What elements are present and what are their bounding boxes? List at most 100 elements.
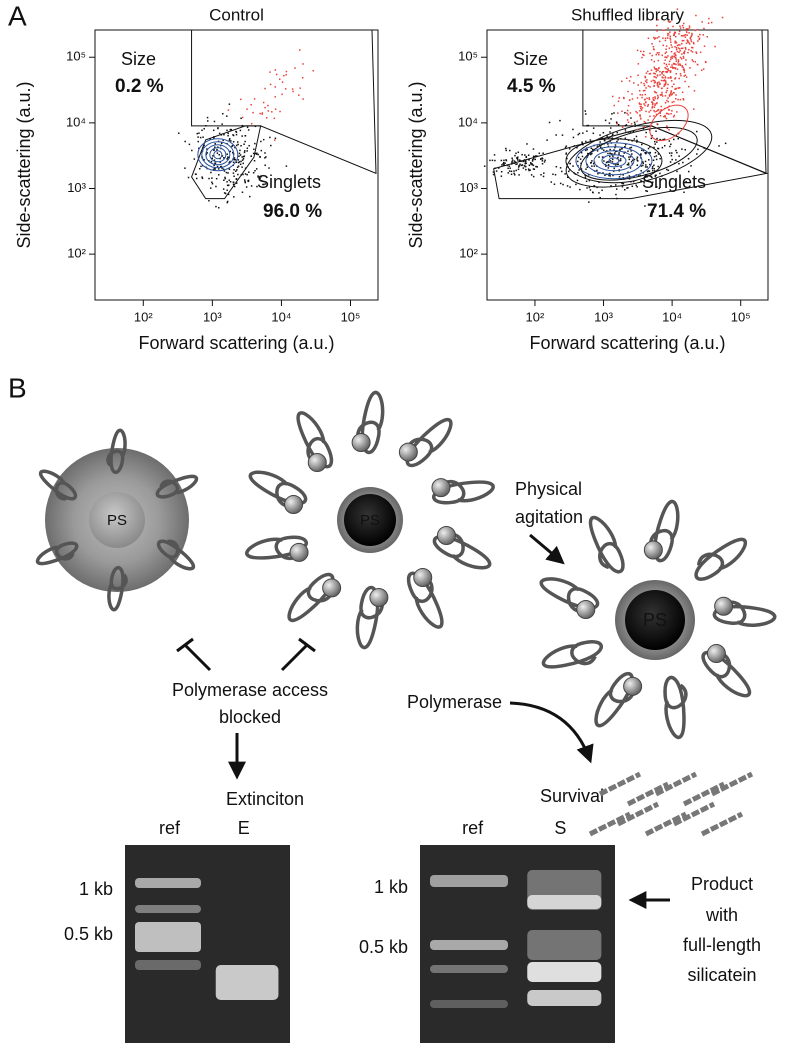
protein-loop	[588, 515, 625, 574]
event-dot	[630, 123, 633, 125]
event-dot	[645, 190, 647, 192]
event-dot	[231, 151, 234, 154]
event-dot	[648, 73, 651, 75]
event-dot	[641, 94, 644, 96]
bead	[307, 453, 327, 473]
event-dot	[596, 145, 599, 147]
event-dot	[618, 176, 621, 178]
event-dot	[714, 45, 716, 48]
event-dot	[656, 69, 658, 71]
event-dot	[621, 110, 623, 113]
event-dot	[665, 56, 667, 58]
dna-fragment	[672, 801, 716, 827]
event-dot	[678, 33, 680, 35]
event-dot	[268, 167, 270, 169]
event-dot	[257, 175, 259, 177]
event-dot	[653, 90, 656, 93]
lane-label: S	[554, 818, 566, 838]
event-dot	[604, 119, 607, 122]
event-dot	[508, 170, 511, 172]
event-dot	[621, 80, 623, 83]
event-dot	[630, 117, 632, 119]
event-dot	[654, 143, 656, 145]
event-dot	[616, 122, 618, 125]
event-dot	[688, 27, 691, 29]
event-dot	[635, 135, 638, 138]
event-dot	[214, 168, 216, 170]
event-dot	[651, 103, 654, 106]
event-dot	[653, 72, 655, 75]
event-dot	[669, 77, 671, 79]
event-dot	[654, 73, 656, 75]
event-dot	[242, 173, 244, 176]
contour	[213, 150, 223, 160]
event-dot	[211, 181, 213, 183]
event-dot	[244, 180, 246, 183]
event-dot	[233, 157, 236, 159]
event-dot	[586, 130, 588, 132]
event-dot	[492, 171, 495, 173]
event-dot	[658, 36, 660, 38]
event-dot	[670, 50, 673, 53]
event-dot	[667, 83, 669, 86]
contour	[580, 126, 698, 181]
event-dot	[615, 188, 618, 190]
product-label: silicatein	[687, 965, 756, 985]
event-dot	[494, 159, 496, 162]
event-dot	[640, 107, 642, 110]
core	[89, 492, 145, 548]
event-dot	[203, 144, 205, 147]
event-dot	[653, 36, 655, 39]
event-dot	[652, 159, 655, 161]
event-dot	[668, 113, 670, 115]
event-dot	[651, 166, 654, 168]
event-dot	[565, 152, 568, 154]
event-dot	[660, 109, 662, 111]
event-dot	[273, 117, 276, 120]
event-dot	[619, 148, 621, 151]
event-dot	[216, 148, 218, 151]
event-dot	[260, 140, 262, 143]
event-dot	[531, 160, 534, 162]
event-dot	[207, 120, 209, 122]
event-dot	[214, 142, 216, 145]
event-dot	[532, 158, 534, 161]
event-dot	[639, 110, 641, 112]
event-dot	[627, 150, 629, 152]
event-dot	[645, 131, 647, 134]
event-dot	[566, 185, 569, 187]
x-tick-label: 10³	[203, 309, 222, 324]
event-dot	[663, 144, 666, 147]
event-dot	[623, 152, 626, 154]
event-dot	[688, 41, 690, 44]
extinction-label: Extinciton	[226, 789, 304, 809]
protein-loop	[405, 417, 453, 468]
event-dot	[663, 79, 666, 81]
event-dot	[264, 157, 266, 159]
event-dot	[240, 117, 242, 120]
event-dot	[607, 167, 610, 169]
event-dot	[668, 95, 671, 97]
event-dot	[674, 35, 677, 38]
event-dot	[513, 162, 516, 164]
event-dot	[492, 173, 495, 176]
event-dot	[651, 181, 654, 183]
event-dot	[629, 156, 632, 158]
event-dot	[553, 183, 556, 185]
event-dot	[525, 162, 527, 165]
event-dot	[651, 101, 653, 103]
event-dot	[693, 90, 696, 92]
event-dot	[674, 56, 677, 59]
event-dot	[623, 97, 625, 100]
event-dot	[649, 52, 651, 55]
event-dot	[660, 79, 663, 82]
event-dot	[647, 170, 650, 172]
contour	[575, 142, 653, 180]
event-dot	[651, 105, 654, 108]
event-dot	[659, 93, 662, 96]
event-dot	[582, 132, 584, 134]
core-label: PS	[643, 610, 667, 630]
marker-label: 0.5 kb	[359, 937, 408, 957]
event-dot	[235, 131, 238, 133]
event-dot	[564, 146, 567, 149]
